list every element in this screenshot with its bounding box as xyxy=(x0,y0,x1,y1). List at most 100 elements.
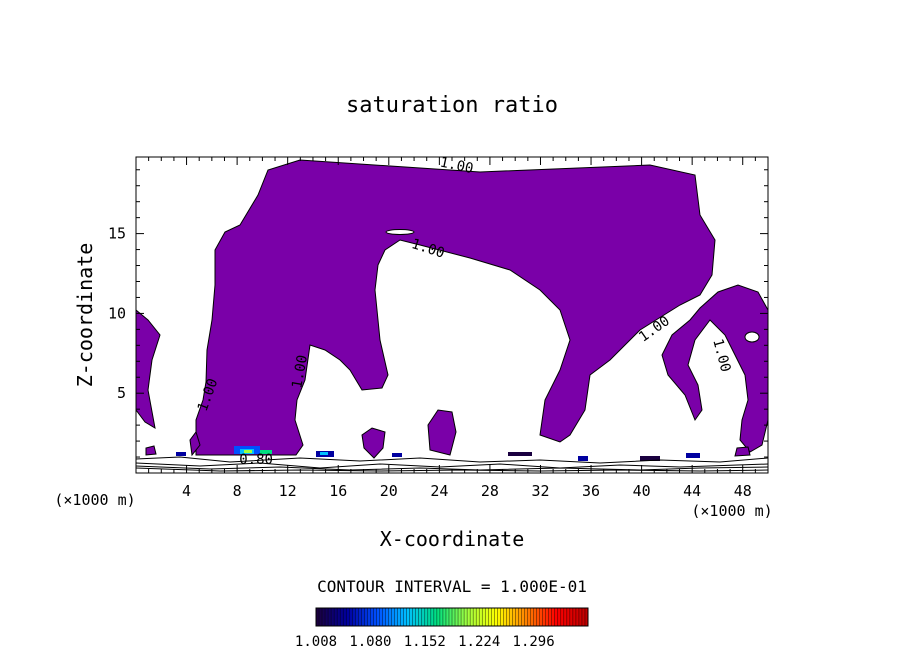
colorbar-swatch xyxy=(560,608,565,626)
x-tick-label: 16 xyxy=(329,482,347,500)
contour-interval-text: CONTOUR INTERVAL = 1.000E-01 xyxy=(317,577,587,596)
colorbar-swatch xyxy=(373,608,377,626)
colorbar-swatch xyxy=(521,608,525,626)
colorbar-swatch xyxy=(334,608,338,626)
y-tick-label: 15 xyxy=(108,225,126,243)
x-tick-label: 32 xyxy=(531,482,549,500)
colorbar-swatch xyxy=(467,608,471,626)
x-tick-label: 40 xyxy=(633,482,651,500)
colorbar-swatch xyxy=(554,608,559,626)
colorbar-swatch xyxy=(458,608,462,626)
colorbar-swatch xyxy=(427,608,432,626)
colorbar-frame xyxy=(315,607,589,627)
colorbar-swatch xyxy=(358,608,362,626)
colorbar-swatch xyxy=(424,608,429,626)
colorbar-swatch xyxy=(578,608,583,626)
colorbar-swatch xyxy=(476,608,480,626)
colorbar-swatch xyxy=(494,608,498,626)
colorbar-swatch xyxy=(367,608,371,626)
x-tick-label: 28 xyxy=(481,482,499,500)
surface-speckles xyxy=(176,446,700,461)
small-blob-region xyxy=(734,446,751,457)
right-lobe-region xyxy=(661,284,769,453)
colorbar-swatch xyxy=(512,608,516,626)
y-axis-label: Z-coordinate xyxy=(73,243,97,388)
x-tick-label: 36 xyxy=(582,482,600,500)
colorbar-swatch xyxy=(557,608,562,626)
colorbar-swatch xyxy=(536,608,540,626)
colorbar-swatch xyxy=(515,608,519,626)
colorbar-swatch xyxy=(421,608,426,626)
main-arch-region xyxy=(195,159,716,456)
surface-contours xyxy=(135,456,769,472)
colorbar-swatch xyxy=(415,608,420,626)
small-blob-region xyxy=(361,427,386,459)
colorbar-tick-label: 1.080 xyxy=(349,634,391,650)
colorbar-swatch xyxy=(551,608,556,626)
colorbar-swatch xyxy=(355,608,359,626)
colorbar-swatch xyxy=(319,608,323,626)
x-tick-label: 44 xyxy=(683,482,701,500)
colorbar-swatch xyxy=(316,608,320,626)
colorbar-swatch xyxy=(530,608,534,626)
colorbar-swatch xyxy=(473,608,477,626)
colorbar-swatch xyxy=(452,608,456,626)
colorbar-swatch xyxy=(455,608,459,626)
colorbar-swatch xyxy=(397,608,401,626)
colorbar-swatch xyxy=(364,608,368,626)
colorbar-swatch xyxy=(566,608,571,626)
colorbar-swatch xyxy=(433,608,438,626)
left-edge-region xyxy=(135,308,161,429)
colorbar-swatch xyxy=(325,608,329,626)
filled-region xyxy=(135,159,769,459)
colorbar-swatch xyxy=(361,608,365,626)
y-tick-labels: 5 10 15 xyxy=(108,225,126,403)
y-tick-label: 5 xyxy=(117,384,126,402)
colorbar-swatch xyxy=(370,608,374,626)
x-axis-label: X-coordinate xyxy=(380,527,525,551)
colorbar-swatch xyxy=(461,608,465,626)
colorbar-swatch xyxy=(445,608,450,626)
colorbar-labels: 1.008 1.080 1.152 1.224 1.296 xyxy=(295,634,555,650)
contour-label: 1.00 xyxy=(289,354,311,390)
eye-hole xyxy=(385,229,415,235)
x-tick-label: 12 xyxy=(279,482,297,500)
eye-hole xyxy=(744,331,760,343)
colorbar-swatch xyxy=(448,608,453,626)
contour-label: 1.00 xyxy=(438,155,474,178)
colorbar-swatch xyxy=(376,608,380,626)
colorbar-swatch xyxy=(439,608,444,626)
x-tick-label: 4 xyxy=(182,482,191,500)
colorbar-swatch xyxy=(436,608,441,626)
colorbar-swatch xyxy=(409,608,414,626)
colorbar-swatch xyxy=(533,608,537,626)
colorbar-tick-label: 1.296 xyxy=(513,634,555,650)
x-tick-label: 8 xyxy=(233,482,242,500)
x-tick-label: 24 xyxy=(430,482,448,500)
x-tick-label: 48 xyxy=(734,482,752,500)
colorbar-swatch xyxy=(352,608,356,626)
colorbar-swatch xyxy=(506,608,510,626)
x-units-right: (×1000 m) xyxy=(691,502,772,520)
colorbar-swatch xyxy=(482,608,486,626)
colorbar-swatch xyxy=(545,608,550,626)
colorbar-swatch xyxy=(542,608,546,626)
colorbar-tick-label: 1.224 xyxy=(458,634,500,650)
colorbar-swatch xyxy=(584,608,589,626)
colorbar-swatch xyxy=(575,608,580,626)
colorbar-swatch xyxy=(581,608,586,626)
colorbar-swatch xyxy=(500,608,504,626)
colorbar-swatch xyxy=(379,608,383,626)
colorbar-swatch xyxy=(491,608,495,626)
colorbar-swatch xyxy=(488,608,492,626)
colorbar-swatch xyxy=(322,608,326,626)
colorbar-swatch xyxy=(485,608,489,626)
colorbar-swatch xyxy=(349,608,353,626)
x-units-left: (×1000 m) xyxy=(54,491,135,509)
axis-ticks xyxy=(136,157,768,473)
colorbar-swatch xyxy=(497,608,501,626)
colorbar-swatch xyxy=(430,608,435,626)
colorbar-swatch xyxy=(479,608,483,626)
colorbar-swatch xyxy=(442,608,447,626)
